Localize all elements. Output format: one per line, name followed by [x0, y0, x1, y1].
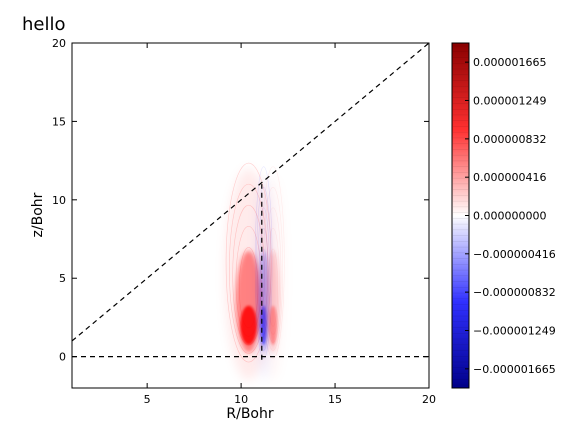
colorbar-tick-label: −0.000000416 [473, 248, 556, 261]
colorbar-tick-label: 0.000001249 [473, 94, 546, 107]
positive-lobe [261, 166, 285, 359]
colorbar-contour-lines [453, 45, 468, 386]
y-tick-label: 20 [52, 37, 66, 50]
colorbar-tick-label: −0.000001665 [473, 363, 556, 376]
colorbar-tick-label: 0.000001665 [473, 56, 546, 69]
colorbar: 0.000001665 0.000001249 0.000000832 0.00000… [451, 42, 556, 389]
svg-text:R/Bohr: R/Bohr [226, 406, 273, 422]
colorbar-tick-label: −0.000000832 [473, 286, 556, 299]
heatmap-field [224, 162, 285, 381]
y-axis-label: z/Bohr [30, 192, 46, 237]
reference-dashed-line [72, 43, 429, 342]
x-tick-label: 5 [144, 393, 151, 406]
plot-area: 5 10 15 20 0 5 10 15 20 [52, 37, 436, 406]
y-tick-label: 15 [52, 115, 66, 128]
x-tick-label: 15 [328, 393, 342, 406]
chart-title: hello [22, 14, 66, 35]
y-tick-label: 0 [59, 351, 66, 364]
x-axis-label: R/Bohr [226, 406, 273, 422]
colorbar-tick-label: 0.000000000 [473, 210, 546, 223]
colorbar-tick-label: −0.000001249 [473, 325, 556, 338]
reference-lines [72, 43, 429, 360]
x-axis: 5 10 15 20 [144, 43, 436, 406]
colorbar-ticks: 0.000001665 0.000001249 0.000000832 0.00000… [465, 56, 556, 376]
y-tick-label: 10 [52, 194, 66, 207]
x-tick-label: 10 [234, 393, 248, 406]
y-tick-label: 5 [59, 272, 66, 285]
plot-frame [71, 42, 430, 389]
y-axis: 0 5 10 15 20 [52, 37, 429, 364]
svg-text:z/Bohr: z/Bohr [30, 192, 46, 237]
colorbar-tick-label: 0.000000416 [473, 171, 546, 184]
x-tick-label: 20 [422, 393, 436, 406]
colorbar-tick-label: 0.000000832 [473, 133, 546, 146]
